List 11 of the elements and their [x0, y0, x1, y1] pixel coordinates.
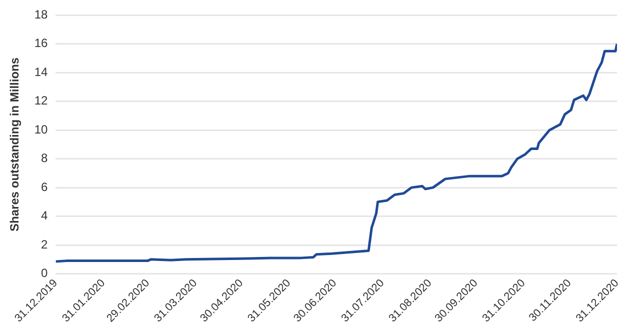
- y-tick-label: 12: [34, 94, 48, 108]
- y-tick-label: 18: [34, 8, 48, 22]
- y-tick-label: 2: [41, 237, 48, 252]
- y-tick-label: 4: [41, 208, 48, 223]
- y-tick-label: 14: [34, 64, 48, 79]
- y-tick-label: 10: [34, 122, 48, 136]
- y-tick-label: 8: [41, 151, 48, 166]
- y-tick-label: 0: [41, 266, 48, 280]
- y-tick-label: 6: [41, 180, 48, 194]
- y-axis-title: Shares outstanding in Millions: [8, 57, 22, 232]
- y-tick-label: 16: [34, 36, 48, 50]
